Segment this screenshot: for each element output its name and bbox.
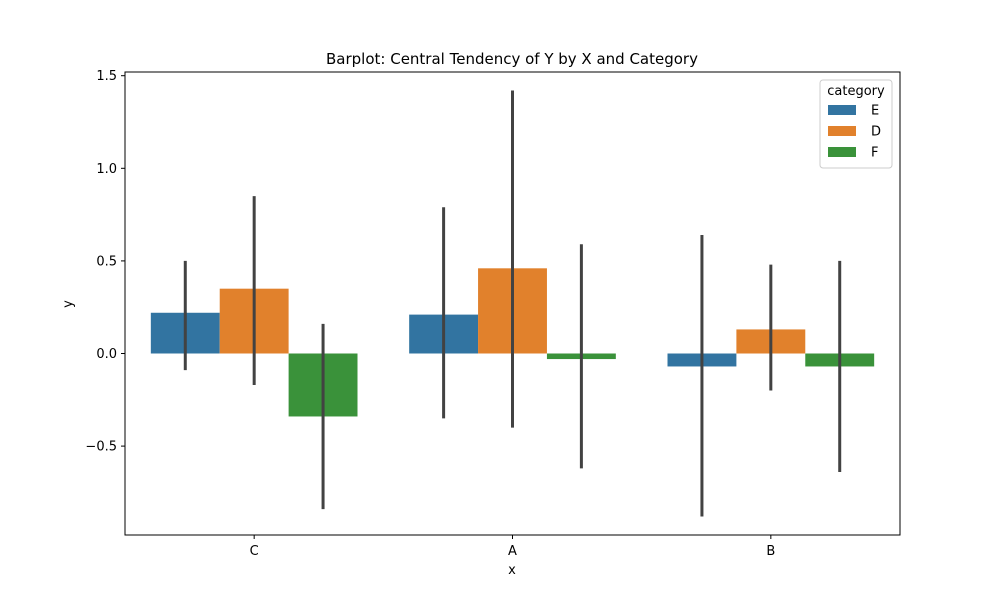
plot-area: −0.5 0.0 0.5 1.0 1.5 C A B [85, 69, 901, 559]
y-tick-label: 1.0 [96, 162, 117, 177]
legend-title: category [827, 84, 885, 99]
y-tick-label: 0.5 [96, 254, 117, 269]
legend-label-E: E [871, 104, 879, 119]
y-tick-label: −0.5 [85, 440, 117, 455]
legend-swatch-F [828, 147, 856, 157]
chart-title: Barplot: Central Tendency of Y by X and … [326, 50, 698, 68]
x-axis-label: x [508, 563, 516, 578]
x-tick-label: C [250, 544, 259, 559]
legend-swatch-E [828, 105, 856, 115]
y-axis-label: y [61, 300, 76, 308]
x-tick-label: B [766, 544, 775, 559]
y-tick-label: 0.0 [96, 347, 117, 362]
legend-label-F: F [871, 146, 878, 161]
legend-label-D: D [871, 125, 881, 140]
legend-box [819, 79, 893, 169]
x-tick-label: A [508, 544, 517, 559]
y-tick-label: 1.5 [96, 69, 117, 84]
legend-swatch-D [828, 126, 856, 136]
legend: category EDF [819, 79, 893, 169]
